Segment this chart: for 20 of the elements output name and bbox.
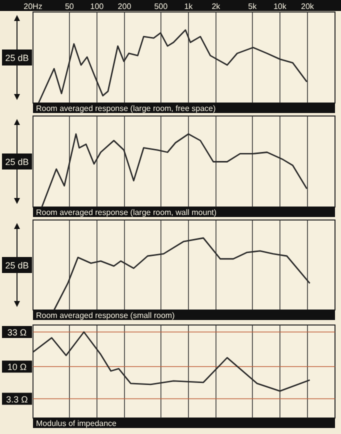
text: Room averaged response (large room, free space) xyxy=(36,104,216,113)
text: Room averaged response (small room) xyxy=(36,311,176,320)
text: 25 dB xyxy=(5,260,29,270)
text: 25 dB xyxy=(5,157,29,167)
x-tick-label: 200 xyxy=(118,2,132,11)
y-tick-label: 10 Ω xyxy=(7,362,27,372)
x-tick-label: 1k xyxy=(184,2,194,11)
x-tick-label: 50 xyxy=(64,2,74,11)
y-tick-label: 3.3 Ω xyxy=(6,394,28,404)
x-tick-label: 100 xyxy=(90,2,104,11)
x-tick-label: 2k xyxy=(212,2,222,11)
text: Room averaged response (large room, wall mount) xyxy=(36,208,217,217)
text: 25 dB xyxy=(5,53,29,63)
x-tick-label: 500 xyxy=(154,2,168,11)
y-tick-label: 33 Ω xyxy=(7,327,27,338)
x-tick-label: 20k xyxy=(301,2,315,11)
x-tick-label: 5k xyxy=(248,2,258,11)
x-tick-label: 10k xyxy=(273,2,288,11)
text: Modulus of impedance xyxy=(36,419,118,428)
x-tick-label: 20Hz xyxy=(24,2,42,11)
